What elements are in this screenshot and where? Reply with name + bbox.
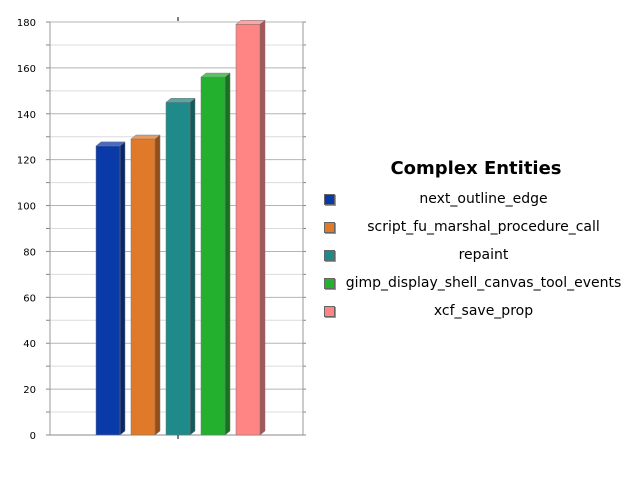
bar-side xyxy=(119,141,126,436)
legend-label: xcf_save_prop xyxy=(433,303,534,319)
legend-label: script_fu_marshal_procedure_call xyxy=(367,219,600,235)
legend-swatch xyxy=(324,221,335,233)
bar-top xyxy=(130,134,161,140)
legend-swatch xyxy=(324,249,335,261)
y-tick-label: 180 xyxy=(17,18,36,29)
legend-label: repaint xyxy=(458,247,509,263)
y-tick-label: 100 xyxy=(17,202,36,213)
y-tick-label: 120 xyxy=(17,156,36,167)
y-tick-label: 140 xyxy=(17,110,36,121)
bar xyxy=(165,102,191,436)
bar-side xyxy=(154,134,161,436)
y-tick-label: 160 xyxy=(17,64,36,75)
legend-swatch xyxy=(324,277,335,289)
legend-item: next_outline_edge xyxy=(318,185,638,213)
legend-item: xcf_save_prop xyxy=(318,297,638,325)
legend-label: next_outline_edge xyxy=(419,191,548,207)
legend-list: next_outline_edge script_fu_marshal_proce… xyxy=(318,185,638,325)
y-tick-label: 80 xyxy=(23,247,36,258)
legend-title: Complex Entities xyxy=(390,158,562,179)
bar xyxy=(130,138,156,436)
bar-side xyxy=(189,97,196,436)
bar-top xyxy=(200,72,231,78)
bar-top xyxy=(95,141,126,147)
y-tick-label: 0 xyxy=(30,431,36,442)
y-tick-label: 40 xyxy=(23,339,36,350)
legend-swatch xyxy=(324,193,335,205)
y-tick-label: 60 xyxy=(23,293,36,304)
bar xyxy=(200,76,226,436)
legend-label: gimp_display_shell_canvas_tool_events xyxy=(345,275,622,291)
bar-chart: 0 20 40 60 80 100 120 140 160 180 xyxy=(17,17,306,442)
bar-side xyxy=(259,19,266,436)
legend-swatch xyxy=(324,305,335,317)
legend-item: repaint xyxy=(318,241,638,269)
bar xyxy=(95,145,121,436)
legend-item: gimp_display_shell_canvas_tool_events xyxy=(318,269,638,297)
bar-top xyxy=(165,98,196,103)
bar-side xyxy=(224,72,231,436)
legend-item: script_fu_marshal_procedure_call xyxy=(318,213,638,241)
bar-top xyxy=(235,20,266,25)
y-tick-label: 20 xyxy=(23,385,36,396)
bar xyxy=(235,24,261,436)
